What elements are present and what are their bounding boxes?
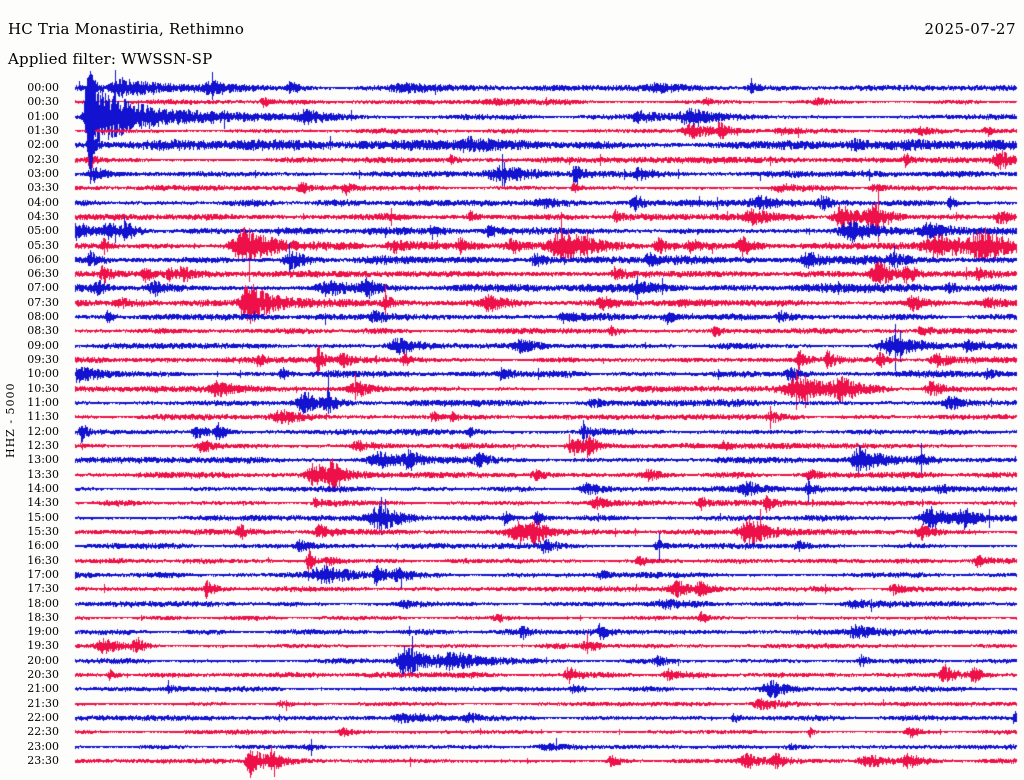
time-label: 16:00	[27, 539, 59, 553]
time-label: 01:00	[27, 109, 59, 123]
time-label: 23:00	[27, 739, 59, 753]
time-label: 03:30	[27, 181, 59, 195]
time-label: 04:00	[27, 195, 59, 209]
time-label: 07:00	[27, 281, 59, 295]
time-label: 19:30	[27, 639, 59, 653]
time-label: 21:00	[27, 682, 59, 696]
time-label: 15:00	[27, 510, 59, 524]
time-label: 04:30	[27, 209, 59, 223]
time-label: 20:30	[27, 668, 59, 682]
time-label: 16:30	[27, 553, 59, 567]
time-label: 07:30	[27, 295, 59, 309]
time-label: 02:30	[27, 152, 59, 166]
time-label: 06:00	[27, 252, 59, 266]
time-label: 11:00	[27, 396, 59, 410]
time-label: 13:30	[27, 467, 59, 481]
time-label: 14:00	[27, 481, 59, 495]
time-label: 20:00	[27, 653, 59, 667]
time-label: 10:00	[27, 367, 59, 381]
time-label: 09:30	[27, 353, 59, 367]
time-label: 09:00	[27, 338, 59, 352]
time-label: 00:00	[27, 81, 59, 94]
time-label: 05:00	[27, 224, 59, 238]
time-label: 22:00	[27, 711, 59, 725]
time-label: 02:00	[27, 138, 59, 152]
time-label: 17:00	[27, 567, 59, 581]
time-labels-column: 00:00 00:30 01:00 01:30 02:00 02:30 03:00 03:30…	[0, 0, 61, 780]
time-label: 14:30	[27, 496, 59, 510]
time-label: 01:30	[27, 123, 59, 137]
time-label: 03:00	[27, 166, 59, 180]
time-label: 23:30	[27, 754, 59, 768]
time-label: 18:30	[27, 610, 59, 624]
time-label: 06:30	[27, 267, 59, 281]
time-label: 12:30	[27, 439, 59, 452]
time-label: 15:30	[27, 524, 59, 538]
time-label: 12:00	[27, 424, 59, 438]
time-label: 22:30	[27, 725, 59, 739]
time-label: 13:00	[27, 453, 59, 467]
time-label: 05:30	[27, 238, 59, 252]
time-label: 18:00	[27, 596, 59, 610]
time-label: 00:30	[27, 95, 59, 109]
time-label: 21:30	[27, 696, 59, 710]
time-label: 17:30	[27, 582, 59, 596]
time-label: 19:00	[27, 625, 59, 639]
time-label: 08:00	[27, 310, 59, 324]
time-label: 11:30	[27, 410, 59, 424]
time-label: 08:30	[27, 324, 59, 338]
time-label: 10:30	[27, 381, 59, 395]
